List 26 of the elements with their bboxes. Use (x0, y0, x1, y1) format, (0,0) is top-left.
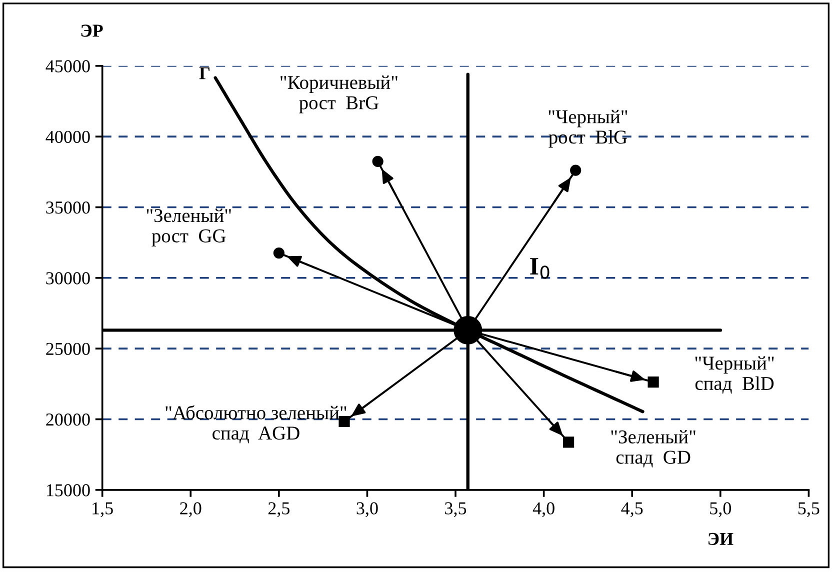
y-axis-title: ЭР (81, 24, 103, 37)
y-tick-label: 25000 (46, 342, 90, 356)
x-tick-label: 1,5 (92, 502, 113, 518)
x-tick-label: 5,5 (798, 502, 820, 518)
y-tick-label: 35000 (46, 201, 90, 214)
annotation: "Коричневый" рост BrG (280, 76, 398, 114)
x-tick-label: 2,0 (180, 502, 202, 518)
y-tick-label: 20000 (46, 414, 90, 426)
annotation: I$_{0}$ (530, 258, 550, 279)
x-tick-label: 5,0 (710, 502, 732, 518)
y-tick-label: 30000 (46, 272, 90, 284)
y-tick-label: 45000 (46, 60, 90, 72)
annotation: "Черный" рост BlG (548, 110, 628, 148)
annotation: "Черный" спад BlD (695, 356, 774, 394)
x-axis-title: ЭИ (708, 532, 734, 546)
annotation: Г (199, 67, 210, 80)
annotation: "Зеленый" спад GD (611, 430, 696, 468)
x-tick-label: 3,5 (445, 502, 466, 518)
x-tick-label: 4,0 (532, 502, 554, 518)
y-tick-label: 15000 (46, 484, 90, 496)
x-tick-label: 4,5 (621, 502, 643, 518)
annotation: "Зеленый" рост GG (146, 208, 231, 246)
annotation: "Абсолютно зеленый" спад AGD (166, 405, 346, 444)
x-tick-label: 2,5 (268, 502, 290, 518)
y-tick-label: 40000 (46, 130, 90, 144)
x-tick-label: 3,0 (356, 502, 378, 518)
